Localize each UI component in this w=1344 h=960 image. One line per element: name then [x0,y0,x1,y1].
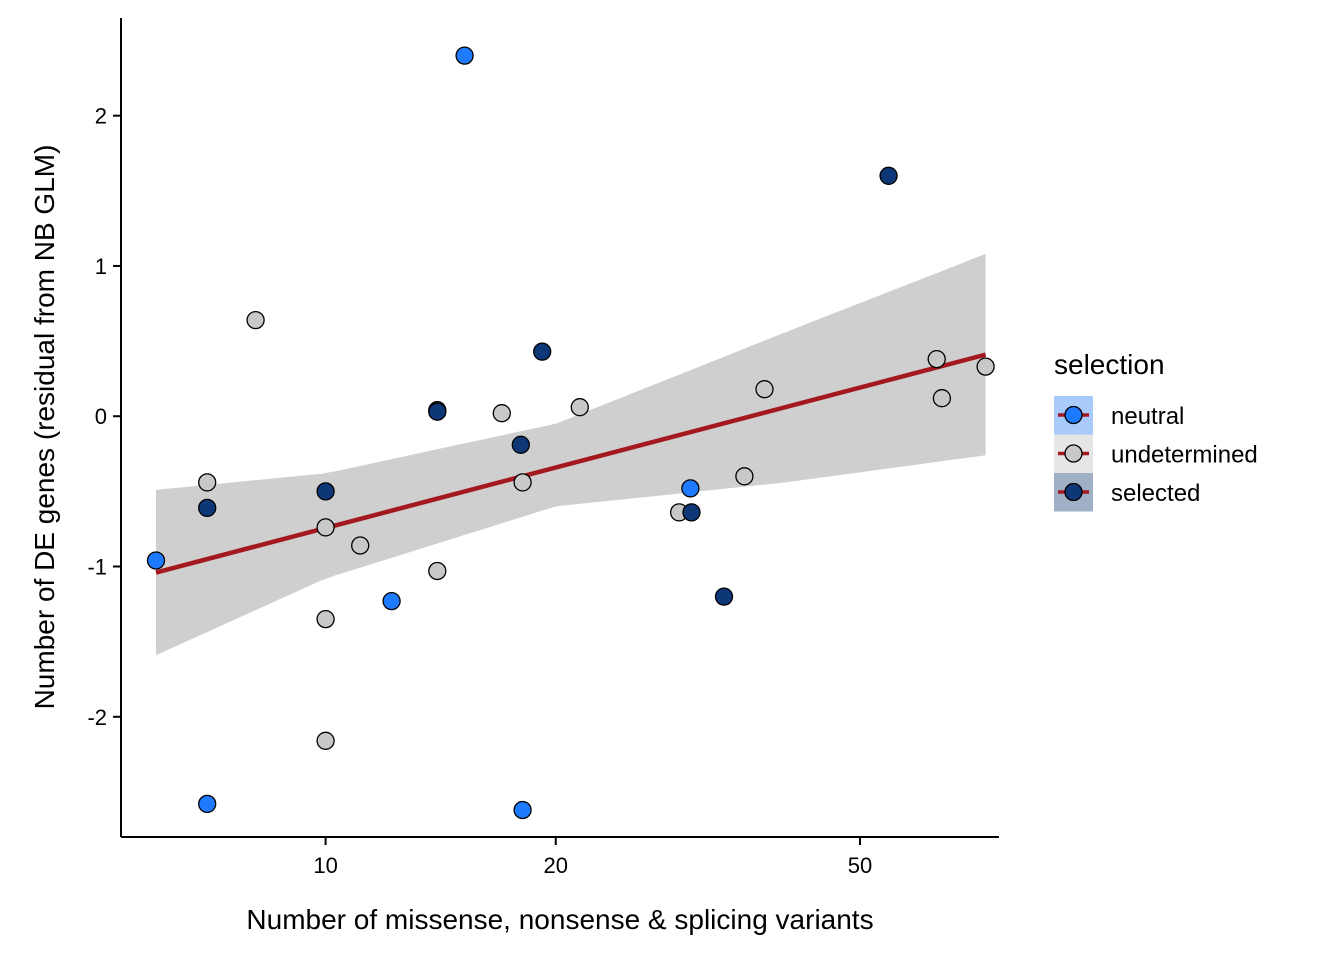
point-selected [198,498,217,518]
point-neutral [198,794,217,814]
legend: selection neutral undetermined selected [1054,349,1258,512]
point-undetermined [492,404,511,423]
point-neutral [681,479,700,498]
x-axis-title: Number of missense, nonsense & splicing … [246,904,873,935]
legend-title: selection [1054,349,1165,380]
point-undetermined [755,380,774,399]
point-selected [316,482,335,501]
legend-label: neutral [1111,403,1184,430]
point-undetermined [927,349,946,369]
point-undetermined [316,609,335,629]
point-undetermined [428,561,447,581]
y-tick-label: 0 [95,404,107,429]
axes [120,18,999,838]
fit-line-layer [155,352,987,575]
x-tick-label: 50 [848,853,872,878]
point-undetermined [198,473,217,492]
confidence-band-layer [156,253,986,656]
point-neutral [146,551,166,570]
y-ticks: -2 -1 0 1 2 [87,104,121,730]
y-tick-label: -2 [87,705,107,730]
point-neutral [513,800,532,820]
point-selected [511,435,530,454]
point-undetermined [351,536,370,555]
point-undetermined [316,731,335,750]
point-selected [714,587,734,606]
regression-line [155,352,987,575]
point-selected [682,503,701,522]
point-undetermined [570,398,589,417]
point-neutral [455,46,474,65]
y-tick-label: 2 [95,104,107,129]
point-neutral [382,591,401,611]
point-undetermined [316,518,335,537]
x-tick-label: 10 [313,853,337,878]
legend-key-point [1064,482,1083,502]
x-ticks: 10 20 50 [313,837,872,878]
confidence-band [156,253,986,656]
point-selected [879,166,898,185]
x-tick-label: 20 [543,853,567,878]
point-selected [428,402,447,421]
y-tick-label: -1 [87,555,107,580]
point-undetermined [513,473,532,492]
data-points-layer [146,46,995,820]
legend-key-point [1064,444,1083,463]
point-selected [533,342,552,361]
point-undetermined [932,389,952,408]
point-undetermined [976,357,995,376]
y-tick-label: 1 [95,254,107,279]
point-undetermined [735,467,754,486]
legend-items: neutral undetermined selected [1054,396,1258,512]
y-axis-title: Number of DE genes (residual from NB GLM… [29,145,60,710]
legend-label: undetermined [1111,442,1258,469]
legend-key-point [1064,405,1083,425]
point-undetermined [246,310,265,330]
legend-label: selected [1111,480,1200,507]
